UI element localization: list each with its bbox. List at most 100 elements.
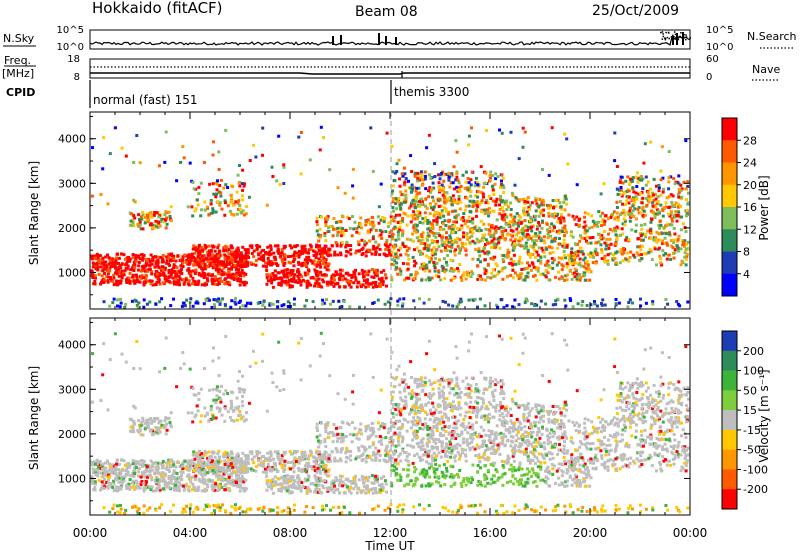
power-cell — [323, 232, 327, 236]
power-cell — [447, 220, 451, 224]
power-cell — [355, 230, 359, 234]
power-cell — [217, 297, 221, 301]
power-cell — [500, 269, 504, 273]
power-cell — [300, 247, 304, 250]
power-cell — [102, 300, 106, 304]
power-cell — [414, 230, 418, 234]
power-cell — [95, 254, 99, 258]
power-cell — [360, 268, 364, 272]
power-cell — [241, 168, 245, 172]
power-cell — [384, 241, 388, 245]
power-cell — [425, 206, 429, 210]
velocity-cell — [214, 474, 218, 478]
power-cell — [365, 271, 369, 275]
power-cell — [214, 298, 218, 302]
power-cell — [491, 188, 495, 192]
power-cell — [604, 244, 608, 247]
power-cell — [305, 255, 309, 259]
power-cell — [401, 230, 405, 234]
power-cell — [455, 170, 459, 174]
power-cell — [435, 274, 438, 278]
power-cell — [110, 257, 114, 261]
power-cell — [289, 261, 293, 265]
power-cell — [491, 174, 495, 178]
power-cell — [99, 193, 103, 196]
power-cell — [224, 183, 228, 187]
power-cell — [149, 253, 153, 257]
velocity-cell — [143, 487, 147, 491]
power-cell — [184, 260, 188, 264]
power-cell — [623, 219, 627, 223]
power-cell — [420, 235, 424, 239]
power-cell — [676, 192, 680, 196]
power-cell — [617, 188, 621, 192]
power-cell — [107, 275, 111, 279]
power-cell — [397, 237, 401, 241]
power-cell — [642, 161, 646, 165]
power-cell — [475, 203, 479, 207]
power-cell — [357, 249, 361, 253]
power-cell — [443, 246, 447, 249]
power-cell — [226, 204, 230, 208]
velocity-cell — [157, 471, 161, 475]
power-cell — [172, 297, 175, 301]
power-cell — [396, 299, 400, 303]
power-cell — [351, 215, 354, 218]
power-cell — [240, 265, 244, 269]
power-cell — [512, 276, 516, 280]
power-cell — [502, 186, 506, 190]
power-cell — [230, 253, 234, 257]
power-cell — [94, 262, 98, 266]
power-cell — [416, 192, 420, 196]
power-cell — [167, 275, 171, 279]
power-cell — [551, 250, 555, 254]
power-cell — [506, 254, 510, 258]
power-cell — [514, 233, 518, 237]
power-cell — [530, 225, 534, 229]
power-cell — [626, 251, 629, 255]
velocity-cell — [120, 468, 124, 472]
power-cell — [324, 263, 328, 267]
power-cell — [675, 219, 679, 223]
power-cell — [546, 232, 550, 236]
power-cell — [509, 273, 513, 277]
velocity-cell — [157, 484, 161, 488]
power-cell — [673, 204, 677, 208]
power-cell — [612, 210, 616, 214]
power-cell — [494, 229, 498, 232]
power-cell — [491, 268, 495, 272]
power-cell — [415, 246, 419, 250]
power-cell — [622, 210, 626, 214]
power-cell — [416, 204, 420, 208]
power-cell — [218, 302, 222, 306]
power-cell — [203, 262, 207, 266]
power-cell — [420, 264, 424, 268]
power-cell — [614, 251, 618, 255]
power-cell — [520, 261, 524, 265]
power-cell — [573, 275, 577, 279]
power-cell — [367, 284, 371, 288]
power-cell — [319, 259, 323, 263]
power-cell — [196, 255, 200, 259]
power-cell — [683, 244, 686, 248]
power-cell — [303, 263, 307, 267]
power-cell — [315, 220, 319, 224]
power-cell — [601, 220, 605, 224]
power-cell — [402, 211, 406, 215]
power-cell — [244, 212, 248, 216]
power-cell — [352, 281, 356, 285]
power-cell — [607, 232, 610, 236]
power-cell — [616, 218, 620, 222]
power-cell — [150, 272, 154, 276]
power-cell — [456, 236, 460, 240]
power-cell — [429, 256, 433, 260]
velocity-cell — [238, 485, 242, 489]
power-cell — [418, 176, 422, 180]
velocity-cell — [106, 459, 109, 463]
power-cell — [635, 185, 639, 188]
power-cell — [547, 211, 551, 215]
power-cell — [673, 182, 677, 186]
power-cell — [186, 262, 190, 266]
power-cell — [540, 226, 544, 230]
velocity-cell — [294, 451, 298, 455]
